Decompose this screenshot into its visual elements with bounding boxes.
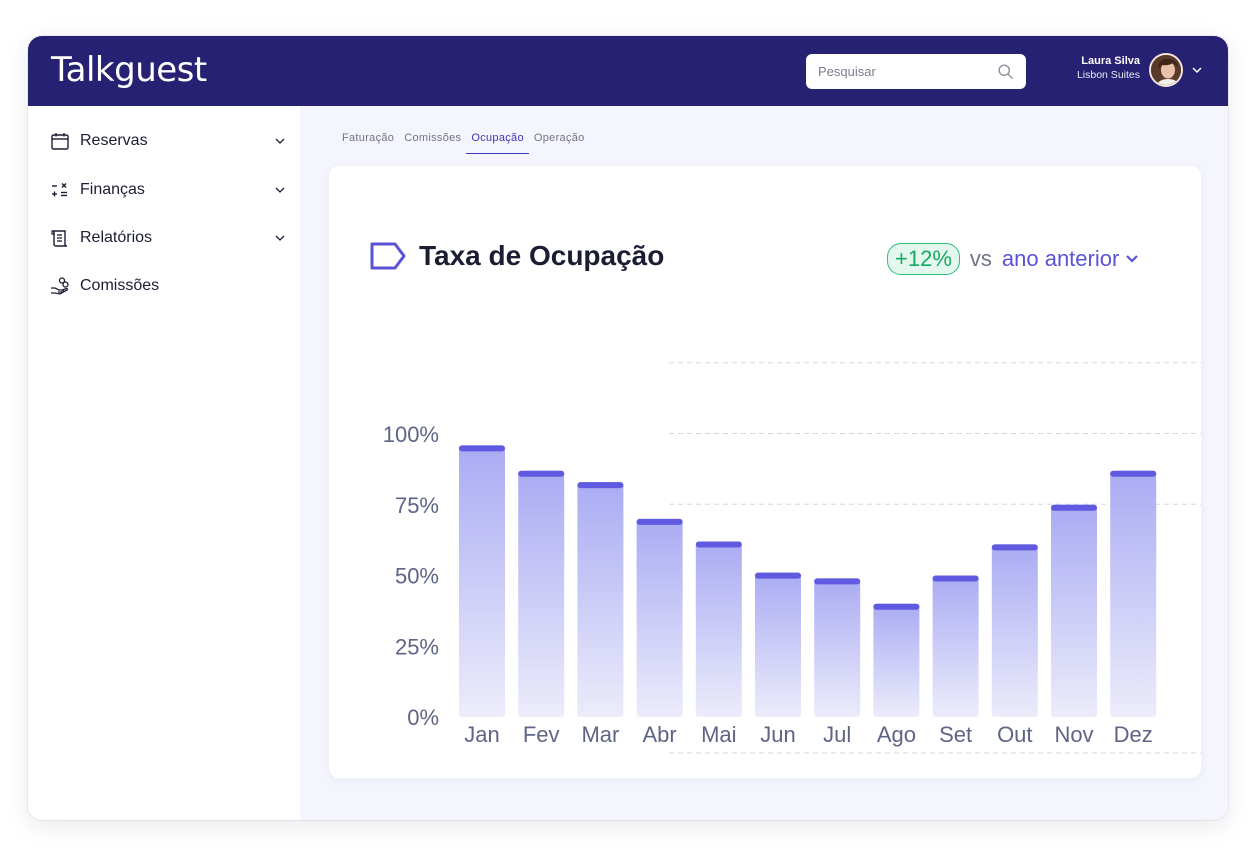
sidebar-item-label: Relatórios [80,229,153,246]
bar [814,578,861,717]
tab-comissoes[interactable]: Comissões [404,132,462,144]
sidebar-item-relatorios[interactable]: Relatórios [50,223,286,253]
x-tick-label: Fev [523,722,560,747]
bar [459,445,505,717]
avatar-portrait-icon [1151,55,1181,85]
tag-icon [370,242,406,270]
bar-cap [695,541,742,548]
bar-cap [518,470,565,477]
report-icon [51,230,68,247]
period-dropdown[interactable]: ano anterior [1002,246,1139,272]
x-tick-label: Mai [701,722,736,747]
comparison: +12% vs ano anterior [887,242,1139,276]
app-window: Talkguest Laura Silva Lisbon Suites [28,36,1228,820]
bar-cap [1051,504,1097,511]
chevron-down-icon[interactable] [274,135,286,147]
search-input[interactable] [818,64,998,79]
bar [695,541,742,717]
bar-cap [755,572,801,579]
tab-faturacao[interactable]: Faturação [342,132,395,144]
period-label: ano anterior [1001,246,1120,271]
bar-cap [814,578,861,585]
bar [518,470,565,717]
x-tick-label: Jun [760,722,795,747]
bar [755,572,801,717]
bar-cap [991,544,1038,551]
chevron-down-icon[interactable] [274,232,286,244]
report-tabs: Faturação Comissões Ocupação Operação [337,130,590,154]
tab-ocupacao[interactable]: Ocupação [466,130,529,154]
x-tick-label: Out [997,722,1032,747]
bar [991,544,1038,717]
user-org: Lisbon Suites [1076,69,1140,81]
bar-cap [873,603,920,610]
bar-cap [577,482,624,489]
top-bar: Talkguest Laura Silva Lisbon Suites [28,36,1228,106]
bar [636,518,683,717]
card-title: Taxa de Ocupação [369,240,664,272]
user-info[interactable]: Laura Silva Lisbon Suites [1058,54,1140,82]
x-tick-label: Ago [877,722,916,747]
sidebar-item-reservas[interactable]: Reservas [50,126,286,156]
bar-cap [459,445,505,452]
bar [932,575,979,717]
sidebar: Reservas Finanças [28,106,300,820]
bar-cap [1110,470,1157,477]
avatar[interactable] [1149,53,1183,87]
x-tick-label: Abr [642,722,676,747]
x-tick-label: Dez [1114,722,1153,747]
y-tick-label: 50% [395,564,439,589]
sidebar-item-label: Finanças [80,181,145,198]
bar [1110,470,1157,717]
sidebar-item-label: Comissões [80,277,160,294]
tab-operacao[interactable]: Operação [533,132,585,144]
bar [873,603,920,717]
x-tick-label: Set [939,722,972,747]
calendar-icon [51,133,69,150]
occupancy-card: 100% 75% 50% 25% 0% Jan Fev Mar Abr Mai Jun Jul Ago S… [329,166,1201,778]
x-tick-label: Mar [581,722,619,747]
calculator-icon [52,183,67,197]
sidebar-item-comissoes[interactable]: Comissões [50,271,286,301]
chevron-down-icon [1126,255,1139,263]
sidebar-item-label: Reservas [80,132,148,149]
sidebar-item-financas[interactable]: Finanças [50,175,286,205]
change-badge: +12% [887,243,960,275]
y-tick-label: 100% [383,422,439,447]
search-box[interactable] [806,54,1026,89]
x-tick-label: Jul [823,722,851,747]
occupancy-chart: 100% 75% 50% 25% 0% Jan Fev Mar Abr Mai Jun Jul Ago S… [383,362,1201,754]
bar [1051,504,1097,717]
brand-logo[interactable]: Talkguest [51,50,207,90]
card-title-text: Taxa de Ocupação [419,240,665,271]
y-tick-label: 25% [395,634,439,659]
user-name: Laura Silva [1081,55,1140,67]
bar-cap [932,575,979,582]
chevron-down-icon[interactable] [1191,65,1203,75]
bar-cap [636,518,683,525]
y-tick-label: 75% [395,493,439,518]
x-tick-label: Jan [464,722,499,747]
x-tick-label: Nov [1054,722,1093,747]
hand-coins-icon [51,277,69,295]
chevron-down-icon[interactable] [274,184,286,196]
search-icon[interactable] [997,63,1014,80]
y-tick-label: 0% [407,705,439,730]
vs-label: vs [969,246,992,271]
bar [577,482,624,717]
